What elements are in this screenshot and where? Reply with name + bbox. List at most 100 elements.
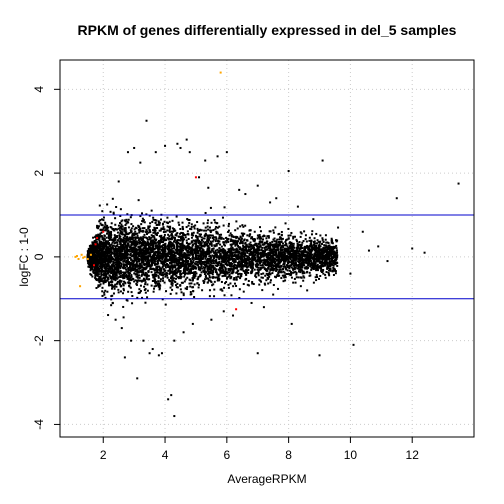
cloud-point xyxy=(295,273,298,276)
cloud-point xyxy=(196,254,199,257)
cloud-point xyxy=(127,244,130,247)
cloud-point xyxy=(206,237,209,240)
cloud-point xyxy=(202,281,205,284)
cloud-point xyxy=(238,242,241,245)
cloud-point xyxy=(198,262,201,265)
cloud-point xyxy=(110,277,113,280)
cloud-point xyxy=(203,229,206,232)
cloud-point xyxy=(120,232,123,235)
cloud-point xyxy=(158,265,161,268)
cloud-point xyxy=(131,302,134,305)
cloud-point xyxy=(270,265,273,268)
cloud-point xyxy=(148,236,151,239)
cloud-point xyxy=(104,280,107,283)
cloud-point xyxy=(181,258,184,261)
cloud-point xyxy=(97,269,100,272)
cloud-point xyxy=(331,260,334,263)
cloud-point xyxy=(147,227,150,230)
cloud-point xyxy=(170,245,173,248)
cloud-point xyxy=(163,243,166,246)
cloud-point xyxy=(191,278,194,281)
cloud-point xyxy=(179,239,182,242)
cloud-point xyxy=(159,278,162,281)
cloud-point xyxy=(143,273,146,276)
cloud-point xyxy=(196,245,199,248)
cloud-point xyxy=(94,266,97,269)
cloud-point xyxy=(143,249,146,252)
cloud-point xyxy=(286,250,289,253)
cloud-point xyxy=(94,271,97,274)
cloud-point xyxy=(124,282,127,285)
cloud-point xyxy=(191,245,194,248)
cloud-point xyxy=(308,250,311,253)
cloud-point xyxy=(98,248,101,251)
cloud-point xyxy=(210,221,213,224)
cloud-point xyxy=(281,268,284,271)
cloud-point xyxy=(103,261,106,264)
cloud-point xyxy=(145,250,148,253)
cloud-point xyxy=(192,225,195,228)
cloud-point xyxy=(128,237,131,240)
cloud-point xyxy=(172,254,175,257)
cloud-point xyxy=(281,249,284,252)
cloud-point xyxy=(225,258,228,261)
cloud-point xyxy=(118,237,121,240)
cloud-point xyxy=(134,238,137,241)
cloud-point xyxy=(138,254,141,257)
cloud-point xyxy=(325,262,328,265)
cloud-point xyxy=(112,229,115,232)
cloud-point xyxy=(131,266,134,269)
cloud-point xyxy=(272,243,275,246)
cloud-point xyxy=(88,264,91,267)
cloud-point xyxy=(212,257,215,260)
cloud-point xyxy=(207,262,210,265)
cloud-point xyxy=(115,271,118,274)
cloud-point xyxy=(229,247,232,250)
cloud-point xyxy=(219,272,222,275)
cloud-point xyxy=(203,273,206,276)
cloud-point xyxy=(301,264,304,267)
cloud-point xyxy=(213,288,216,291)
cloud-point xyxy=(168,257,171,260)
cloud-point xyxy=(310,242,313,245)
cloud-point xyxy=(98,254,101,257)
cloud-point xyxy=(196,264,199,267)
cloud-point xyxy=(302,251,305,254)
cloud-point xyxy=(128,279,131,282)
cloud-point xyxy=(215,230,218,233)
cloud-point xyxy=(107,276,110,279)
cloud-point xyxy=(232,248,235,251)
cloud-point xyxy=(197,286,200,289)
cloud-point xyxy=(101,236,104,239)
cloud-point xyxy=(319,275,322,278)
cloud-point xyxy=(107,240,110,243)
cloud-point xyxy=(96,238,99,241)
cloud-point xyxy=(321,259,324,262)
cloud-point xyxy=(128,282,131,285)
cloud-point xyxy=(212,250,215,253)
cloud-point xyxy=(265,272,268,275)
cloud-point xyxy=(183,266,186,269)
cloud-point xyxy=(218,235,221,238)
cloud-point xyxy=(164,254,167,257)
cloud-point xyxy=(224,266,227,269)
cloud-point xyxy=(320,248,323,251)
cloud-point xyxy=(330,248,333,251)
cloud-point xyxy=(136,270,139,273)
cloud-point xyxy=(101,245,104,248)
cloud-point xyxy=(239,268,242,271)
cloud-point xyxy=(120,284,123,287)
cloud-point xyxy=(268,262,271,265)
cloud-point xyxy=(97,262,100,265)
cloud-point xyxy=(184,268,187,271)
cloud-point xyxy=(197,266,200,269)
cloud-point xyxy=(271,244,274,247)
cloud-point xyxy=(315,244,318,247)
cloud-point xyxy=(303,246,306,249)
cloud-point xyxy=(279,260,282,263)
cloud-point xyxy=(178,253,181,256)
cloud-point xyxy=(121,254,124,257)
data-points xyxy=(74,71,460,418)
cloud-point xyxy=(101,210,104,213)
cloud-point xyxy=(114,252,117,255)
